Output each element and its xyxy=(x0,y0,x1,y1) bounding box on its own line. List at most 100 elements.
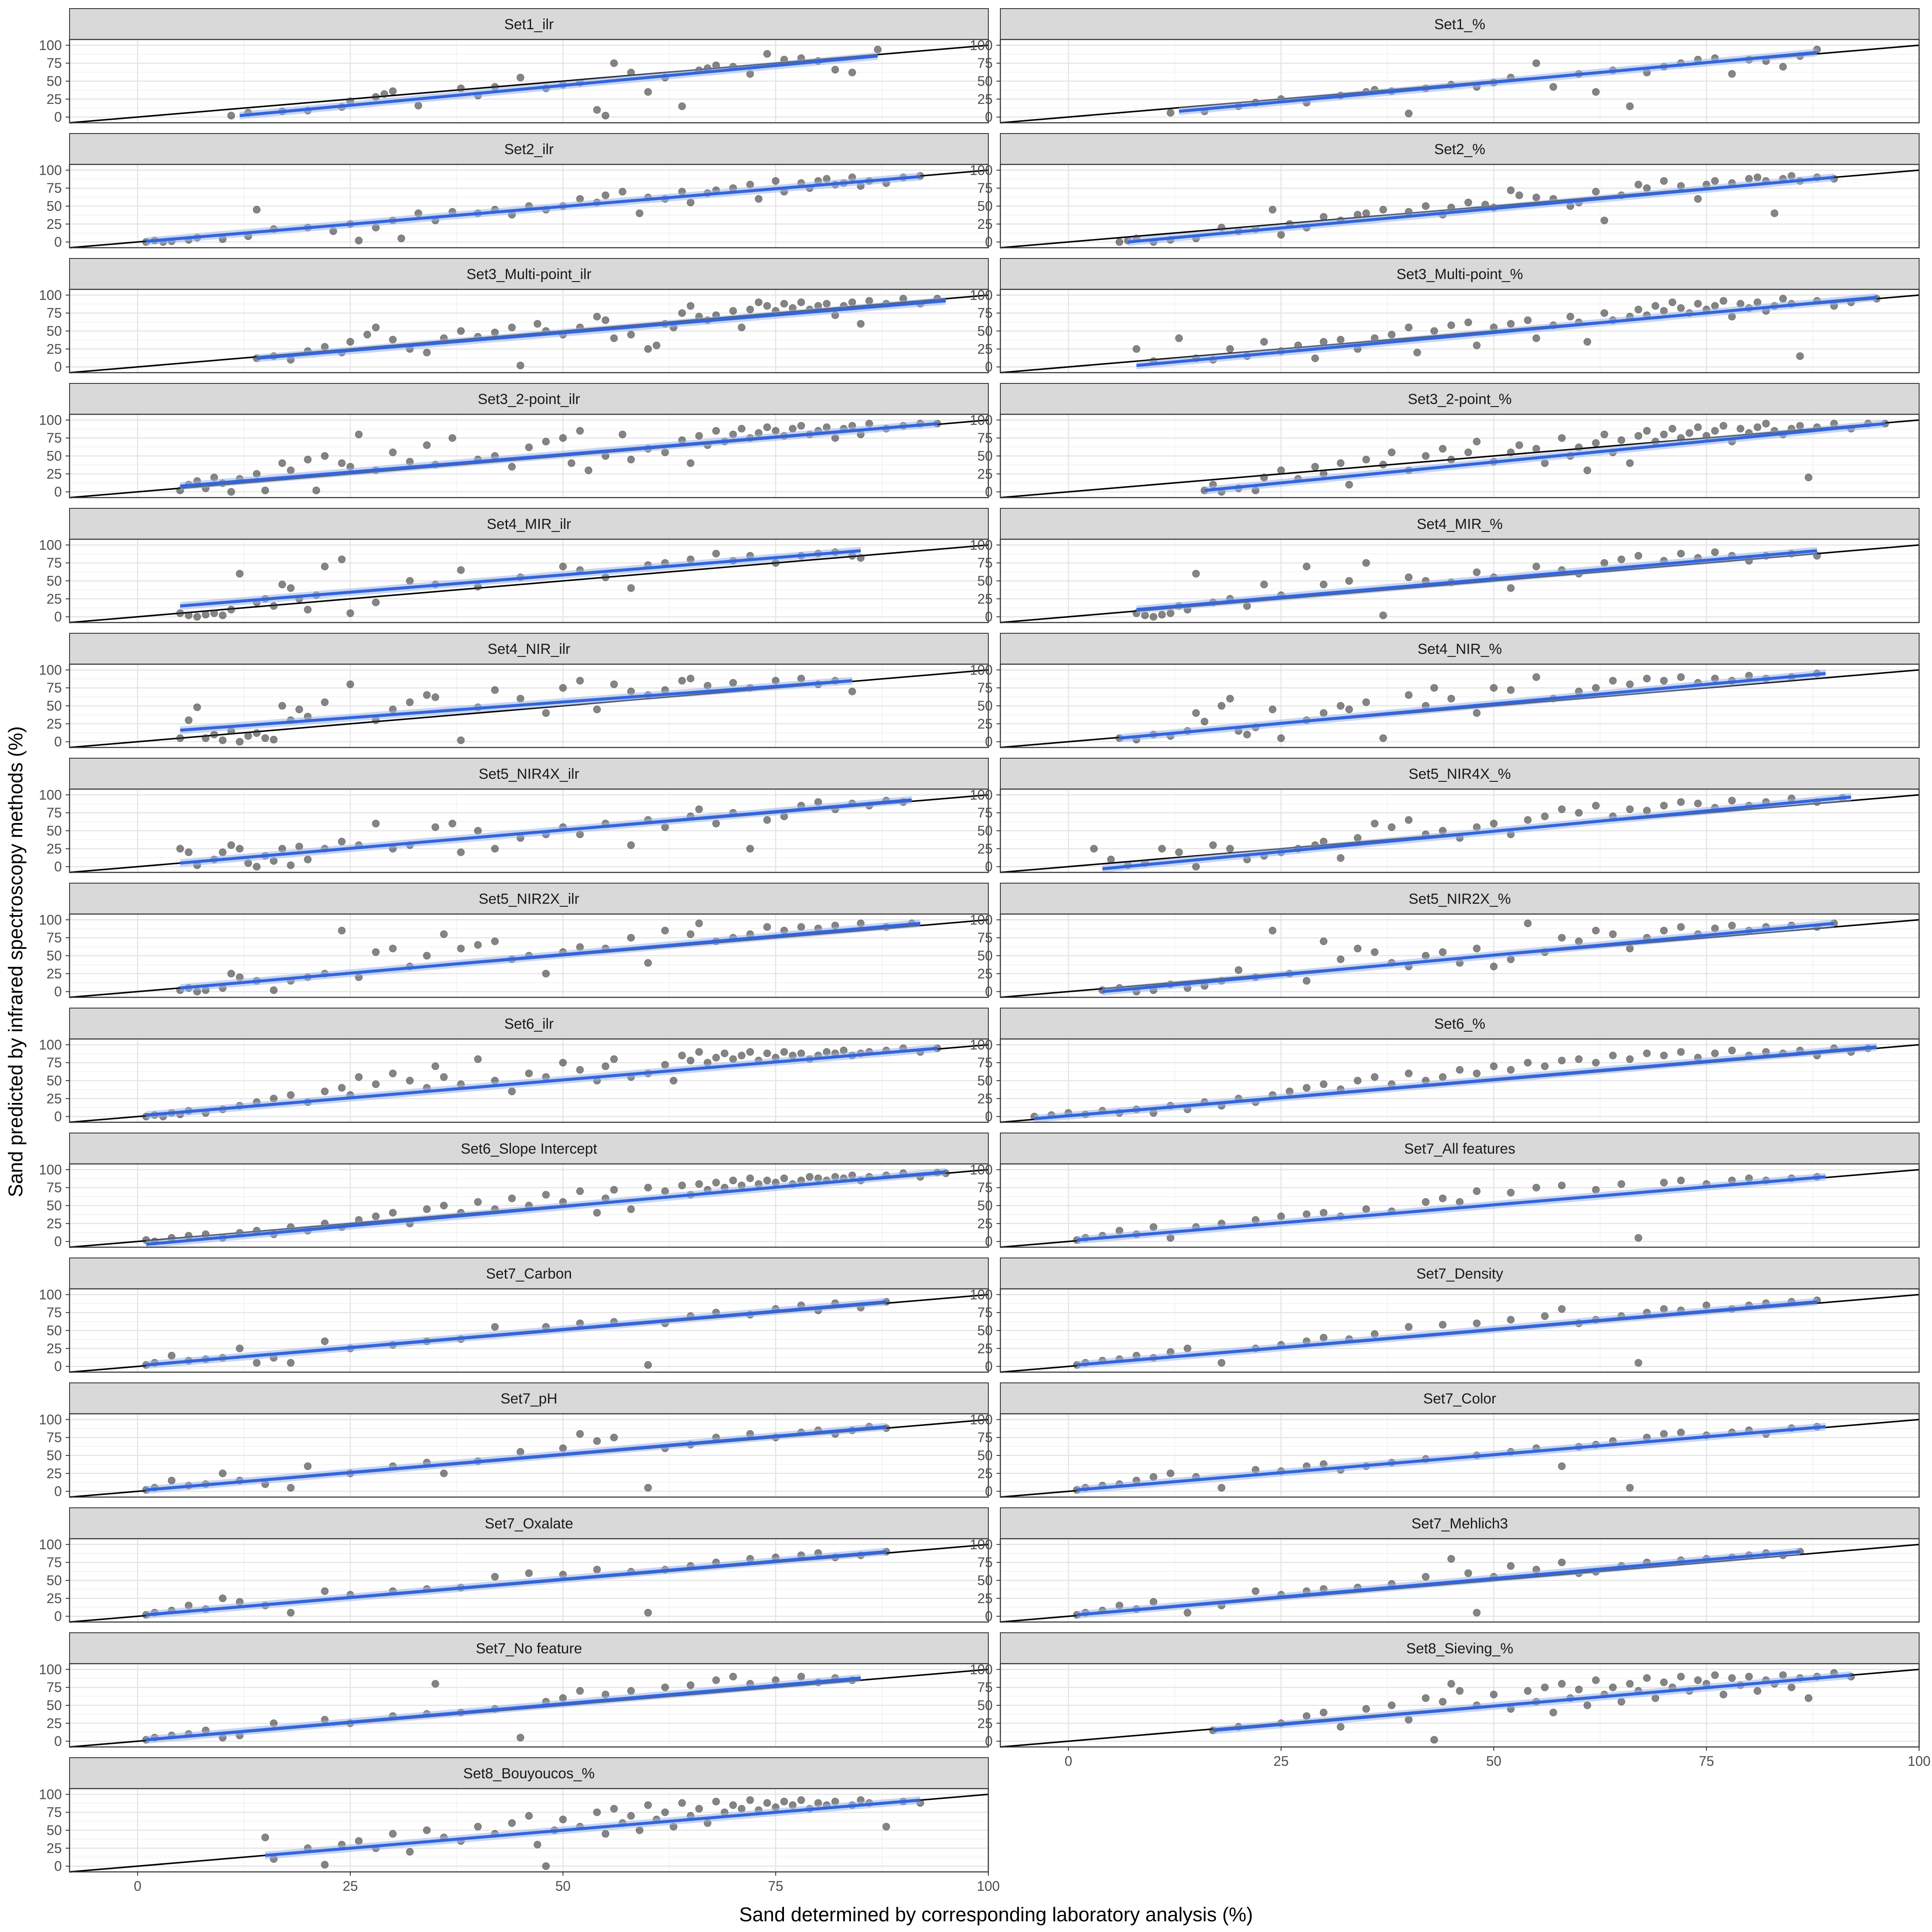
data-point xyxy=(559,684,567,692)
data-point xyxy=(1660,1179,1668,1187)
data-point xyxy=(176,609,184,617)
data-point xyxy=(712,550,720,558)
y-tick-label: 75 xyxy=(46,180,62,196)
y-tick-label: 100 xyxy=(39,1537,62,1552)
data-point xyxy=(1303,1084,1311,1092)
data-point xyxy=(1175,848,1183,857)
panel-border xyxy=(69,1163,989,1248)
data-point xyxy=(1626,459,1634,467)
y-tick-label: 75 xyxy=(46,1305,62,1320)
panel-border xyxy=(999,913,1920,998)
data-point xyxy=(525,443,533,451)
data-point xyxy=(1209,841,1217,849)
y-tick-label: 0 xyxy=(54,234,62,250)
fit-line xyxy=(146,1170,946,1246)
data-point xyxy=(1583,338,1592,346)
data-point xyxy=(712,1798,720,1806)
data-point xyxy=(1583,466,1592,474)
facet-strip-label: Set7_No feature xyxy=(476,1640,582,1657)
data-point xyxy=(627,841,635,849)
data-point xyxy=(1779,63,1787,71)
data-point xyxy=(1541,1062,1549,1070)
facet-strip xyxy=(1000,1507,1920,1539)
data-point xyxy=(1592,188,1600,196)
data-point xyxy=(1158,611,1166,619)
y-tick-label: 100 xyxy=(39,787,62,802)
data-point xyxy=(1422,1694,1430,1702)
y-tick-label: 100 xyxy=(970,787,993,802)
x-tick-label: 100 xyxy=(1908,1753,1930,1769)
data-point xyxy=(236,570,244,578)
data-point xyxy=(525,1812,533,1820)
data-point xyxy=(457,736,465,744)
data-point xyxy=(1319,1080,1327,1088)
y-tick-label: 25 xyxy=(977,1341,993,1356)
facet-strip-label: Set7_Density xyxy=(1416,1266,1503,1282)
data-point xyxy=(729,1176,737,1185)
data-point xyxy=(1643,674,1651,683)
panel-border xyxy=(69,1538,989,1623)
y-tick-label: 100 xyxy=(39,662,62,677)
data-point xyxy=(1541,812,1549,820)
data-point xyxy=(202,734,210,742)
panel-set4-mir-: Set4_MIR_% 0 25 50 75 100 xyxy=(970,508,1920,625)
data-point xyxy=(321,698,329,706)
panel-border xyxy=(999,289,1920,374)
data-point xyxy=(252,1359,261,1367)
data-point xyxy=(601,1062,610,1070)
data-point xyxy=(338,555,346,563)
facet-strip xyxy=(69,1632,989,1664)
data-point xyxy=(1269,705,1277,714)
x-axis-bottom: 0 25 50 75 100 0 25 50 75 100 xyxy=(134,1747,1931,1894)
data-point xyxy=(1558,1462,1566,1470)
y-tick-label: 25 xyxy=(46,1716,62,1731)
data-point xyxy=(1609,1051,1617,1060)
data-point xyxy=(805,1173,814,1181)
data-point xyxy=(1694,799,1702,808)
y-tick-label: 25 xyxy=(46,466,62,482)
fit-line xyxy=(180,549,861,608)
facet-strip-label: Set5_NIR4X_ilr xyxy=(479,766,579,782)
data-point xyxy=(1115,238,1124,246)
data-point xyxy=(1677,923,1685,931)
y-tick-label: 50 xyxy=(977,698,993,714)
panel-border xyxy=(999,1163,1920,1248)
data-point xyxy=(1166,109,1175,117)
panel-set7-density: Set7_Density 0 25 50 75 100 xyxy=(970,1258,1920,1374)
panels-layer: Set1_ilr0255075100Set1_%0255075100Set2_i… xyxy=(39,8,1920,1874)
data-point xyxy=(1464,198,1472,207)
y-tick-label: 0 xyxy=(985,984,993,999)
data-point xyxy=(1592,1059,1600,1067)
data-point xyxy=(1634,1359,1643,1367)
y-tick-label: 75 xyxy=(977,805,993,820)
fit-line xyxy=(146,1425,887,1492)
facet-strip-label: Set4_MIR_% xyxy=(1417,516,1503,532)
x-tick-label: 25 xyxy=(343,1878,358,1894)
fit-line xyxy=(1213,1674,1851,1732)
data-point xyxy=(559,1815,567,1823)
y-tick-label: 75 xyxy=(977,430,993,446)
data-point xyxy=(516,1734,525,1742)
data-point xyxy=(627,934,635,942)
data-point xyxy=(627,1812,635,1820)
gridlines xyxy=(1000,1664,1920,1747)
data-point xyxy=(763,423,771,431)
data-point xyxy=(1634,552,1643,560)
data-point xyxy=(542,1191,550,1199)
data-point xyxy=(627,1687,635,1695)
facet-strip-label: Set6_ilr xyxy=(504,1016,553,1032)
data-point xyxy=(321,1088,329,1096)
panel-border xyxy=(69,1413,989,1498)
data-point xyxy=(1370,1073,1379,1081)
panel-set4-mir-ilr: Set4_MIR_ilr 0 25 50 75 100 xyxy=(39,508,989,625)
facet-strip-label: Set5_NIR4X_% xyxy=(1409,766,1511,782)
data-point xyxy=(1617,1180,1625,1188)
data-point xyxy=(610,59,618,67)
data-point xyxy=(457,327,465,335)
y-tick-label: 75 xyxy=(977,1430,993,1445)
y-tick-label: 100 xyxy=(970,1037,993,1052)
y-tick-label: 50 xyxy=(977,1073,993,1088)
data-point xyxy=(1149,613,1157,621)
data-point xyxy=(1694,423,1702,431)
data-point xyxy=(372,948,380,956)
